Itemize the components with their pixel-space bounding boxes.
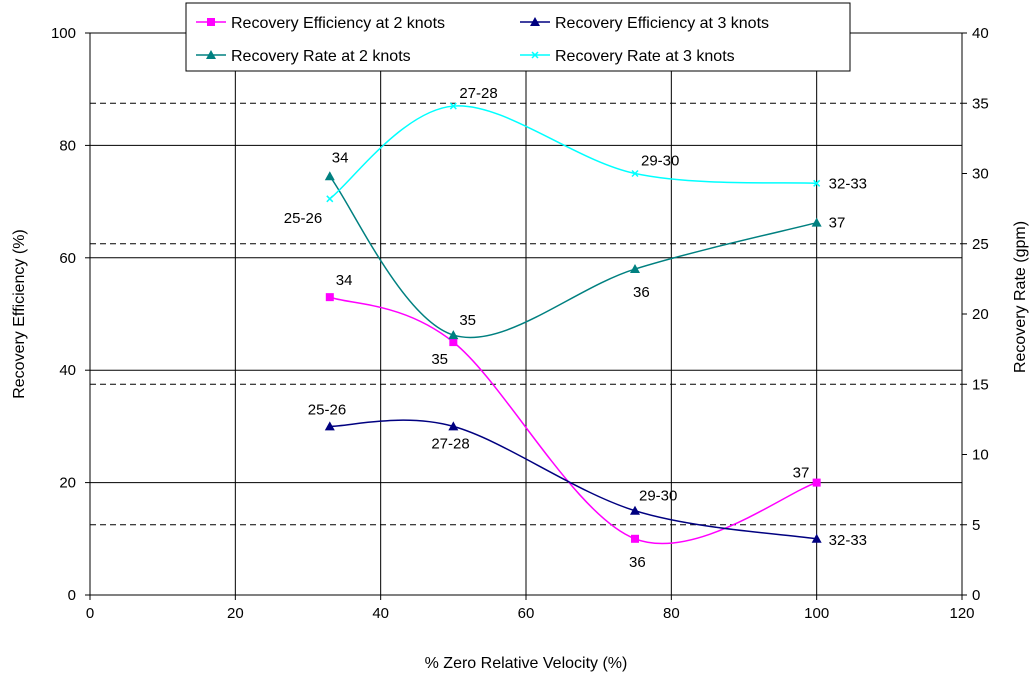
y-right-tick-label: 15 bbox=[972, 376, 989, 393]
x-axis-title: % Zero Relative Velocity (%) bbox=[425, 655, 628, 672]
data-point bbox=[811, 217, 822, 227]
data-label: 27-28 bbox=[431, 435, 469, 452]
x-tick-label: 0 bbox=[86, 605, 94, 622]
legend-label: Recovery Efficiency at 3 knots bbox=[555, 15, 769, 32]
data-point bbox=[631, 534, 639, 543]
series-line bbox=[329, 419, 817, 540]
y-left-tick-label: 0 bbox=[68, 587, 76, 604]
y-left-tick-label: 40 bbox=[59, 362, 76, 379]
y-left-tick-label: 20 bbox=[59, 475, 76, 492]
legend-item: Recovery Efficiency at 3 knots bbox=[520, 15, 769, 32]
series-2 bbox=[324, 419, 822, 543]
y-left-tick-label: 100 bbox=[51, 25, 76, 42]
series-line bbox=[329, 175, 817, 339]
x-tick-label: 20 bbox=[227, 605, 244, 622]
label-layer: 34 35 36 37 25-26 27-28 29-30 32-33 34 35 36 37 25-2… bbox=[284, 85, 867, 571]
tick-layer: 0 20 40 60 80 100 1200204060801000510152025303… bbox=[51, 25, 989, 622]
data-point bbox=[325, 293, 334, 302]
data-label: 34 bbox=[336, 272, 353, 289]
data-point bbox=[449, 102, 457, 110]
y-right-tick-label: 10 bbox=[972, 447, 989, 464]
data-label: 25-26 bbox=[308, 401, 346, 418]
x-tick-label: 40 bbox=[372, 605, 389, 622]
data-point bbox=[631, 169, 639, 178]
legend-swatch-marker bbox=[531, 51, 539, 59]
data-label: 25-26 bbox=[284, 210, 322, 227]
y-left-tick-label: 60 bbox=[59, 250, 76, 267]
data-label: 32-33 bbox=[829, 532, 867, 549]
x-tick-label: 100 bbox=[804, 605, 829, 622]
legend-swatch-marker bbox=[207, 18, 215, 26]
legend-item: Recovery Efficiency at 2 knots bbox=[196, 15, 445, 32]
y-right-tick-label: 5 bbox=[972, 517, 980, 534]
data-point bbox=[813, 179, 821, 187]
data-label: 35 bbox=[459, 312, 476, 329]
y-left-tick-label: 80 bbox=[59, 137, 76, 154]
data-label: 36 bbox=[629, 554, 646, 571]
x-tick-label: 60 bbox=[518, 605, 535, 622]
data-point bbox=[630, 505, 640, 515]
data-label: 37 bbox=[793, 465, 810, 482]
series-line bbox=[329, 296, 817, 545]
y-right-axis-title: Recovery Rate (gpm) bbox=[1012, 221, 1029, 373]
data-label: 35 bbox=[431, 351, 448, 368]
x-tick-label: 120 bbox=[949, 605, 974, 622]
data-point bbox=[449, 338, 458, 347]
legend-swatch-marker bbox=[206, 50, 216, 59]
legend: Recovery Efficiency at 2 knots Recovery E… bbox=[185, 2, 851, 72]
data-point bbox=[630, 264, 640, 274]
data-point bbox=[812, 478, 821, 487]
y-right-tick-label: 30 bbox=[972, 166, 989, 183]
y-right-tick-label: 25 bbox=[972, 236, 989, 253]
legend-label: Recovery Efficiency at 2 knots bbox=[231, 15, 445, 32]
series-layer bbox=[324, 102, 822, 545]
data-point bbox=[448, 421, 459, 431]
data-point bbox=[448, 330, 459, 340]
legend-item: Recovery Rate at 3 knots bbox=[520, 48, 735, 65]
y-right-tick-label: 40 bbox=[972, 25, 989, 42]
y-right-tick-label: 35 bbox=[972, 95, 989, 112]
data-point bbox=[326, 195, 334, 203]
data-label: 29-30 bbox=[641, 153, 679, 170]
series-line bbox=[329, 105, 817, 200]
data-label: 32-33 bbox=[829, 175, 867, 192]
series-3 bbox=[324, 171, 822, 340]
data-point bbox=[324, 421, 335, 431]
data-label: 29-30 bbox=[639, 488, 677, 505]
y-left-axis-title: Recovery Efficiency (%) bbox=[11, 229, 28, 399]
legend-item: Recovery Rate at 2 knots bbox=[196, 48, 411, 65]
data-point bbox=[324, 171, 335, 181]
data-label: 36 bbox=[633, 284, 650, 301]
data-label: 34 bbox=[332, 149, 349, 166]
legend-label: Recovery Rate at 2 knots bbox=[231, 48, 411, 65]
y-right-tick-label: 0 bbox=[972, 587, 980, 604]
series-4 bbox=[326, 102, 821, 203]
y-right-tick-label: 20 bbox=[972, 306, 989, 323]
data-point bbox=[811, 533, 822, 543]
legend-box bbox=[185, 2, 851, 72]
legend-label: Recovery Rate at 3 knots bbox=[555, 48, 735, 65]
legend-swatch-marker bbox=[530, 17, 540, 26]
grid-layer bbox=[90, 33, 962, 595]
data-label: 37 bbox=[829, 215, 846, 232]
x-tick-label: 80 bbox=[663, 605, 680, 622]
series-1 bbox=[325, 293, 821, 545]
data-label: 27-28 bbox=[459, 85, 497, 102]
